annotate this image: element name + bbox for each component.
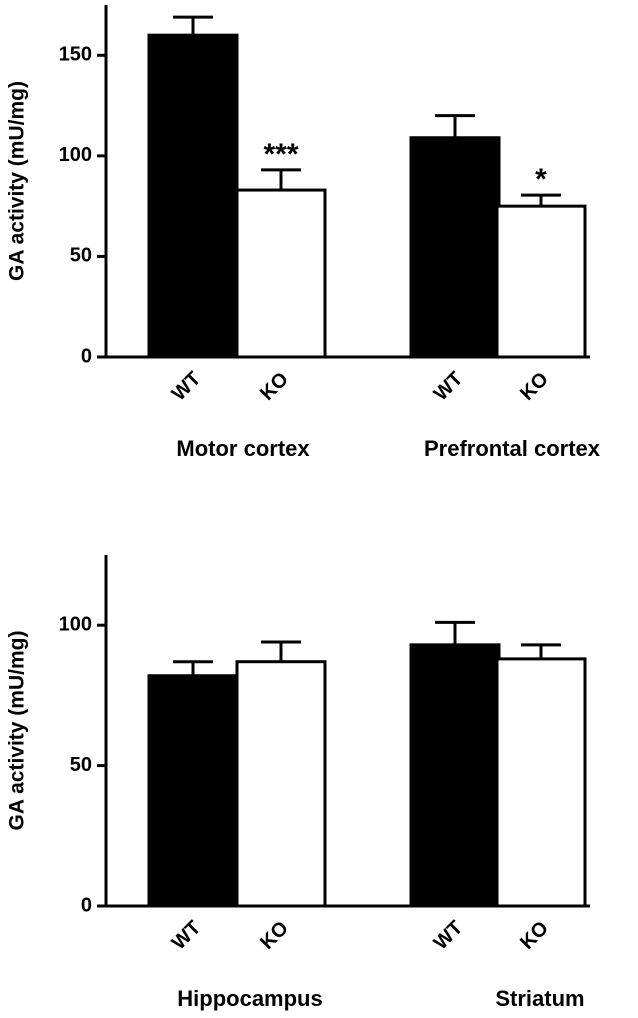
bar bbox=[409, 136, 501, 359]
x-tick-label: KO bbox=[516, 917, 553, 954]
group-label: Motor cortex bbox=[176, 436, 310, 461]
y-tick-label: 100 bbox=[59, 613, 92, 635]
x-tick-label: KO bbox=[256, 368, 293, 405]
y-tick-label: 50 bbox=[70, 754, 92, 776]
significance-label: * bbox=[535, 163, 547, 196]
y-tick-label: 0 bbox=[81, 894, 92, 916]
x-tick-label: WT bbox=[168, 368, 206, 406]
bar bbox=[235, 188, 327, 359]
y-tick-label: 50 bbox=[70, 245, 92, 267]
x-tick-label: WT bbox=[168, 917, 206, 955]
x-tick-label: WT bbox=[430, 368, 468, 406]
bar bbox=[495, 204, 587, 359]
group-label: Striatum bbox=[495, 986, 584, 1011]
x-tick-label: WT bbox=[430, 917, 468, 955]
bar bbox=[147, 674, 239, 908]
x-tick-label: KO bbox=[256, 917, 293, 954]
bar bbox=[235, 660, 327, 908]
x-tick-label: KO bbox=[516, 368, 553, 405]
y-axis-label: GA activity (mU/mg) bbox=[6, 81, 29, 281]
bar bbox=[495, 657, 587, 908]
significance-label: *** bbox=[263, 138, 298, 171]
y-tick-label: 0 bbox=[81, 345, 92, 367]
y-tick-label: 150 bbox=[59, 44, 92, 66]
y-tick-label: 100 bbox=[59, 144, 92, 166]
group-label: Hippocampus bbox=[177, 986, 322, 1011]
bar bbox=[147, 33, 239, 359]
group-label: Prefrontal cortex bbox=[424, 436, 601, 461]
bar bbox=[409, 643, 501, 908]
y-axis-label: GA activity (mU/mg) bbox=[6, 631, 29, 831]
